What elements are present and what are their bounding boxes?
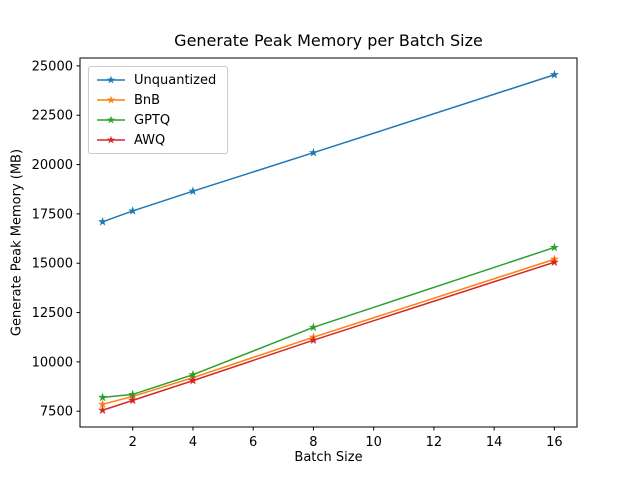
- star-marker-icon: [106, 75, 116, 84]
- data-point-marker: [98, 392, 108, 402]
- x-tick-label: 16: [546, 435, 563, 450]
- series-gptq: [98, 242, 559, 402]
- legend-line-sample-icon: [97, 75, 125, 84]
- star-marker-icon: [106, 135, 116, 144]
- legend-item-gptq: GPTQ: [89, 110, 227, 130]
- data-point-marker: [98, 216, 108, 226]
- y-tick-label: 10000: [32, 355, 73, 370]
- x-tick-label: 6: [249, 435, 257, 450]
- data-point-marker: [549, 242, 559, 252]
- x-tick-label: 4: [189, 435, 197, 450]
- data-point-marker: [98, 399, 108, 409]
- x-axis-label: Batch Size: [294, 450, 363, 465]
- y-tick-label: 25000: [32, 59, 73, 74]
- legend-item-awq: AWQ: [89, 130, 227, 150]
- data-point-marker: [128, 395, 138, 405]
- series-unquantized: [98, 69, 559, 226]
- data-point-marker: [188, 369, 198, 379]
- legend: Unquantized BnB GPTQ AWQ: [88, 66, 228, 154]
- series-awq: [98, 257, 559, 415]
- x-tick-label: 14: [486, 435, 503, 450]
- y-tick-label: 20000: [32, 158, 73, 173]
- x-tick-label: 12: [426, 435, 443, 450]
- legend-line-sample-icon: [97, 115, 125, 124]
- y-tick-label: 7500: [40, 405, 73, 420]
- data-point-marker: [98, 405, 108, 415]
- x-tick-label: 8: [309, 435, 317, 450]
- y-tick-label: 15000: [32, 257, 73, 272]
- data-point-marker: [549, 257, 559, 267]
- x-tick-label: 10: [365, 435, 382, 450]
- y-tick-label: 12500: [32, 306, 73, 321]
- data-point-marker: [188, 186, 198, 196]
- legend-item-bnb: BnB: [89, 90, 227, 110]
- data-point-marker: [128, 389, 138, 399]
- legend-item-unquantized: Unquantized: [89, 70, 227, 90]
- data-point-marker: [308, 147, 318, 157]
- series-bnb: [98, 254, 559, 409]
- legend-label: GPTQ: [134, 112, 171, 128]
- star-marker-icon: [106, 115, 116, 124]
- series-line: [102, 246, 555, 399]
- data-point-marker: [188, 375, 198, 385]
- star-marker-icon: [106, 95, 116, 104]
- legend-line-sample-icon: [97, 135, 125, 144]
- legend-line-sample-icon: [97, 95, 125, 104]
- axes-frame: [79, 57, 578, 428]
- y-tick-label: 22500: [32, 109, 73, 124]
- data-point-marker: [308, 335, 318, 345]
- y-tick-label: 17500: [32, 207, 73, 222]
- legend-label: Unquantized: [134, 72, 217, 88]
- legend-label: BnB: [134, 92, 161, 108]
- x-tick-label: 2: [129, 435, 137, 450]
- y-axis-label: Generate Peak Memory (MB): [9, 148, 25, 337]
- series-line: [102, 261, 555, 411]
- chart-title: Generate Peak Memory per Batch Size: [174, 31, 483, 50]
- data-point-marker: [128, 206, 138, 215]
- data-point-marker: [549, 69, 559, 79]
- legend-label: AWQ: [134, 132, 166, 148]
- data-point-marker: [308, 322, 318, 332]
